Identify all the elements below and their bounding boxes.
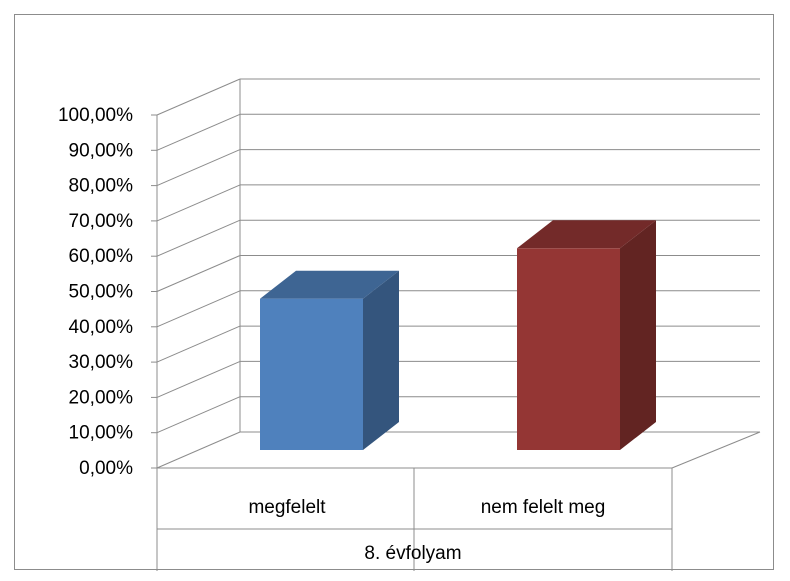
gridline-side-5 [156,255,241,292]
gridline-side-4 [156,290,241,328]
y-tick-label-1: 10,00% [69,423,134,444]
y-axis-tick-labels: 0,00% 10,00% 20,00% 30,00% 40,00% 50,00% 60,00… [58,105,133,479]
bar-nem-felelt-meg [517,220,656,450]
y-tick-label-7: 70,00% [69,211,134,232]
gridline-side-3 [156,325,241,363]
gridlines [156,78,760,469]
y-tick-label-5: 50,00% [69,282,134,303]
gridline-side-10 [156,78,241,116]
x-axis-labels: megfelelt nem felelt meg 8. évfolyam [248,497,605,564]
y-tick-label-10: 100,00% [58,105,133,126]
y-tick-label-2: 20,00% [69,387,134,408]
y-tick-label-9: 90,00% [69,140,134,161]
y-tick-label-0: 0,00% [79,458,133,479]
bar-megfelelt [260,270,399,450]
gridline-side-0 [156,431,241,469]
y-tick-label-6: 60,00% [69,246,134,267]
bar-side-face-1 [620,220,656,450]
y-tick-label-4: 40,00% [69,317,134,338]
group-label: 8. évfolyam [364,543,461,564]
bar-side-face-0 [363,270,399,450]
bar-top-face-1 [517,220,656,249]
bar-front-face-0 [260,298,363,450]
bar-top-face-0 [260,270,399,299]
gridline-side-8 [156,149,241,187]
floor-right-edge [671,431,761,469]
bar-front-face-1 [517,248,620,450]
gridline-side-6 [156,219,241,257]
y-tick-label-3: 30,00% [69,352,134,373]
gridline-side-9 [156,113,241,151]
y-tick-label-8: 80,00% [69,176,134,197]
category-label-nem-felelt-meg: nem felelt meg [481,497,606,518]
gridline-side-1 [156,396,241,434]
axes [151,79,761,571]
bars [260,220,656,450]
chart-frame [14,14,774,570]
gridline-side-2 [156,360,241,398]
category-label-megfelelt: megfelelt [248,497,326,518]
gridline-side-7 [156,184,241,222]
